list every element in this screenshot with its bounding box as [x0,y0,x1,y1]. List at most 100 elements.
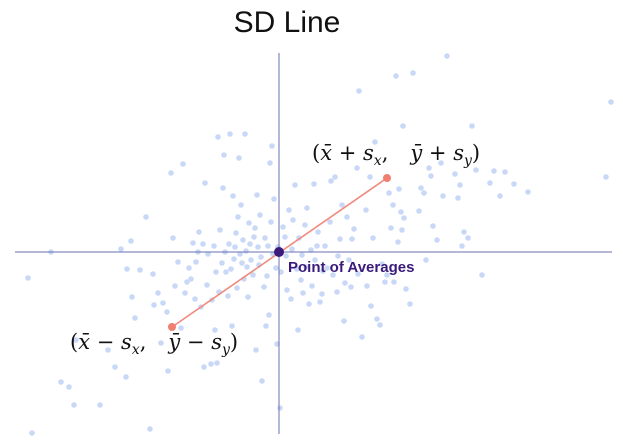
scatter-point [348,284,354,290]
scatter-point [328,178,334,184]
scatter-point [351,226,357,232]
scatter-point [151,302,157,308]
scatter-point [164,309,170,315]
scatter-point [244,264,250,270]
scatter-point [335,253,341,259]
scatter-point [165,368,171,374]
scatter-point [396,186,402,192]
scatter-point [332,174,338,180]
scatter-point [190,240,196,246]
scatter-point [263,323,269,329]
scatter-point [430,223,436,229]
scatter-point [229,323,235,329]
scatter-point [231,256,237,262]
scatter-point [201,364,207,370]
scatter-point [300,290,306,296]
scatter-point [178,325,184,331]
scatter-point [223,269,229,275]
diagram-title: SD Line [233,6,341,39]
scatter-point [66,384,72,390]
scatter-point [255,244,261,250]
scatter-point [391,279,397,285]
scatter-point [25,275,31,281]
scatter-point [268,219,274,225]
scatter-point [172,283,178,289]
scatter-point [247,241,253,247]
scatter-point [410,70,416,76]
scatter-point [334,289,340,295]
scatter-point [192,296,198,302]
scatter-point [182,290,188,296]
scatter-points [25,53,614,436]
scatter-point [487,180,493,186]
scatter-point [236,155,242,161]
scatter-point [298,277,304,283]
scatter-point [324,265,330,271]
scatter-point [367,174,373,180]
scatter-point [295,327,301,333]
scatter-point [308,247,314,253]
scatter-point [423,257,429,263]
scatter-point [444,53,450,59]
scatter-point [277,405,283,411]
scatter-point [299,252,305,258]
scatter-point [363,207,369,213]
scatter-point [395,239,401,245]
scatter-point [319,291,325,297]
upper-endpoint-label: (x̄ + sx, ȳ + sy) [312,141,480,169]
scatter-point [421,190,427,196]
scatter-point [342,280,348,286]
scatter-point [290,217,296,223]
scatter-point [226,241,232,247]
scatter-point [265,243,271,249]
scatter-point [239,260,245,266]
scatter-point [372,139,378,145]
scatter-point [525,189,531,195]
scatter-point [71,402,77,408]
scatter-point [212,327,218,333]
scatter-point [399,227,405,233]
scatter-point [457,182,463,188]
scatter-point [232,244,238,250]
scatter-point [29,430,35,436]
scatter-point [259,378,265,384]
scatter-point [245,294,251,300]
scatter-point [208,361,214,367]
scatter-point [465,235,471,241]
scatter-point [73,337,79,343]
scatter-point [155,290,161,296]
scatter-point [128,238,134,244]
scatter-point [219,260,225,266]
scatter-point [271,196,277,202]
scatter-point [132,315,138,321]
scatter-point [440,193,446,199]
scatter-point [221,152,227,158]
upper-sd-endpoint [383,174,391,182]
scatter-point [202,180,208,186]
scatter-point [242,131,248,137]
scatter-point [211,243,217,249]
scatter-point [214,360,220,366]
scatter-point [112,364,118,370]
scatter-point [188,276,194,282]
scatter-point [251,234,257,240]
scatter-point [393,73,399,79]
scatter-point [379,261,385,267]
lower-endpoint-label: (x̄ − sx, ȳ − sy) [70,330,238,358]
point-of-averages-marker [274,247,284,257]
scatter-point [184,279,190,285]
scatter-point [356,88,362,94]
scatter-point [252,225,258,231]
scatter-point [416,208,422,214]
scatter-point [306,301,312,307]
scatter-point [262,235,268,241]
scatter-point [479,272,485,278]
scatter-point [284,287,290,293]
scatter-point [302,222,308,228]
scatter-point [186,265,192,271]
scatter-point [384,272,390,278]
scatter-point [426,165,432,171]
scatter-point [386,190,392,196]
